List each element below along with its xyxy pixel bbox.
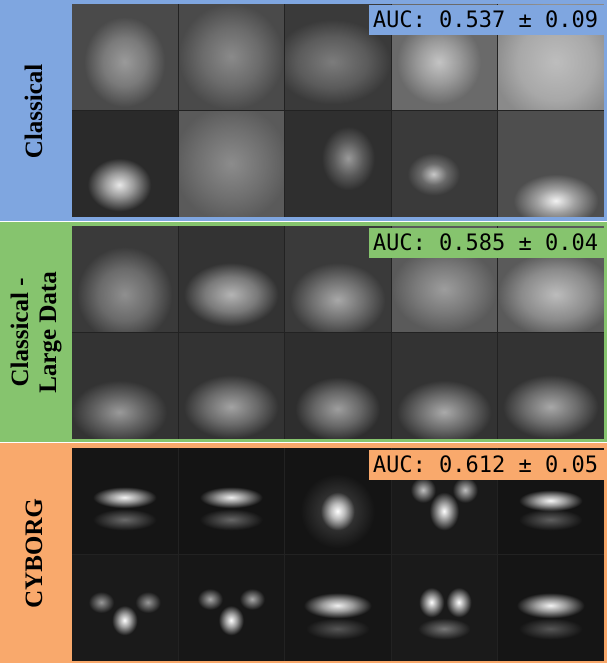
attention-map bbox=[72, 226, 178, 332]
attention-map bbox=[72, 555, 178, 661]
panel-classical-large-data: Classical - Large Data AUC: 0.585 ± 0.04 bbox=[0, 222, 607, 442]
attention-map bbox=[72, 4, 178, 110]
attention-map bbox=[498, 333, 604, 439]
attention-map bbox=[285, 333, 391, 439]
attention-map bbox=[498, 555, 604, 661]
attention-map bbox=[285, 555, 391, 661]
attention-map-grid bbox=[72, 226, 604, 439]
attention-map bbox=[72, 333, 178, 439]
panel-label: CYBORG bbox=[0, 443, 70, 663]
attention-map bbox=[178, 226, 285, 332]
panel-classical: Classical AUC: 0.537 ± 0.09 bbox=[0, 0, 607, 221]
panel-label: Classical - Large Data bbox=[0, 222, 70, 442]
auc-score-label: AUC: 0.612 ± 0.05 bbox=[368, 450, 604, 480]
attention-map bbox=[178, 333, 285, 439]
attention-map bbox=[178, 448, 285, 554]
attention-map bbox=[285, 226, 391, 332]
panel-label: Classical bbox=[0, 0, 70, 221]
attention-map bbox=[391, 111, 498, 217]
panel-label-text: Classical - Large Data bbox=[7, 271, 62, 393]
attention-map bbox=[178, 111, 285, 217]
attention-map bbox=[391, 333, 498, 439]
attention-map bbox=[285, 111, 391, 217]
attention-map bbox=[72, 448, 178, 554]
auc-score-label: AUC: 0.537 ± 0.09 bbox=[368, 5, 604, 35]
panel-cyborg: CYBORG AUC: 0.612 ± 0.05 bbox=[0, 443, 607, 663]
attention-map bbox=[72, 111, 178, 217]
attention-map bbox=[391, 555, 498, 661]
attention-map bbox=[498, 111, 604, 217]
auc-score-label: AUC: 0.585 ± 0.04 bbox=[368, 228, 604, 258]
attention-map bbox=[178, 4, 285, 110]
panel-label-text: Classical bbox=[21, 63, 49, 158]
attention-map bbox=[178, 555, 285, 661]
attention-map-grid bbox=[72, 4, 604, 217]
panel-label-text: CYBORG bbox=[21, 498, 49, 608]
